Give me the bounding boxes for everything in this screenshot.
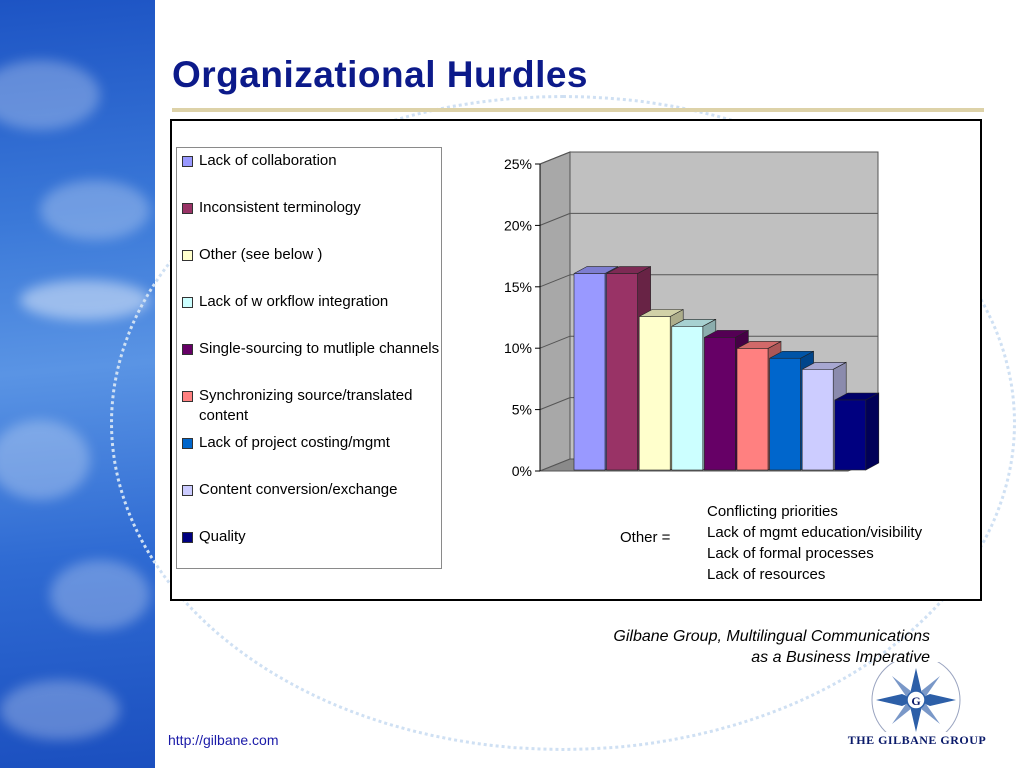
company-logo: G The Gilbane Group [842,655,992,752]
page-title: Organizational Hurdles [172,54,589,95]
y-tick-label: 0% [512,463,532,479]
chart-legend: Lack of collaboration Inconsistent termin… [176,147,442,569]
legend-swatch [182,438,193,449]
bar [736,348,769,471]
legend-label: Single-sourcing to mutliple channels [199,340,440,357]
y-tick-label: 25% [504,156,532,172]
bar-chart: 0% 5% 10% 15% 20% 25% [504,151,880,479]
source-line-2: as a Business Imperative [751,649,930,666]
legend-swatch [182,391,193,402]
legend-swatch [182,532,193,543]
y-tick-label: 10% [504,340,532,356]
source-citation: Gilbane Group, Multilingual Communicatio… [520,626,930,668]
bar [769,357,801,471]
website-link[interactable]: http://gilbane.com [168,732,279,748]
bar [704,337,736,471]
legend-swatch [182,485,193,496]
grid-line [539,335,571,349]
legend-label: Inconsistent terminology [199,199,361,216]
other-item: Lack of formal processes [707,545,874,562]
background-ring [110,95,1016,751]
bar [573,273,606,471]
chart-frame: Lack of collaboration Inconsistent termin… [170,119,982,601]
y-tick-label: 15% [504,279,532,295]
source-line-1: Gilbane Group, Multilingual Communicatio… [613,628,930,645]
legend-label: Quality [199,528,246,545]
legend-label: Synchronizing source/translated content [199,387,413,424]
compass-star-icon: G [871,655,961,745]
logo-text: The Gilbane Group [847,733,987,747]
legend-label: Lack of project costing/mgmt [199,434,390,451]
legend-swatch [182,156,193,167]
legend-label: Other (see below ) [199,246,323,263]
legend-swatch [182,250,193,261]
legend-swatch [182,203,193,214]
grid-line [539,397,571,411]
logo-letter: G [911,694,920,708]
chart-side-wall [539,151,571,472]
bar [638,316,671,471]
legend-label: Lack of w orkflow integration [199,293,389,310]
title-divider [172,108,984,112]
y-tick-label: 5% [512,402,532,418]
legend-label: Lack of collaboration [199,152,337,169]
legend-swatch [182,297,193,308]
other-label: Other = [620,529,671,546]
grid-line [539,274,571,288]
bar-side [865,392,880,471]
bar [801,369,834,471]
other-item: Conflicting priorities [707,503,838,520]
bar [606,273,638,471]
bar [834,399,867,471]
other-list: Conflicting priorities Lack of mgmt educ… [707,501,922,585]
legend-swatch [182,344,193,355]
y-tick-label: 20% [504,217,532,233]
other-item: Lack of mgmt education/visibility [707,524,923,541]
other-item: Lack of resources [707,566,826,583]
legend-label: Content conversion/exchange [199,481,398,498]
grid-line [539,212,571,226]
bar [671,326,704,471]
grid-line [539,151,571,165]
